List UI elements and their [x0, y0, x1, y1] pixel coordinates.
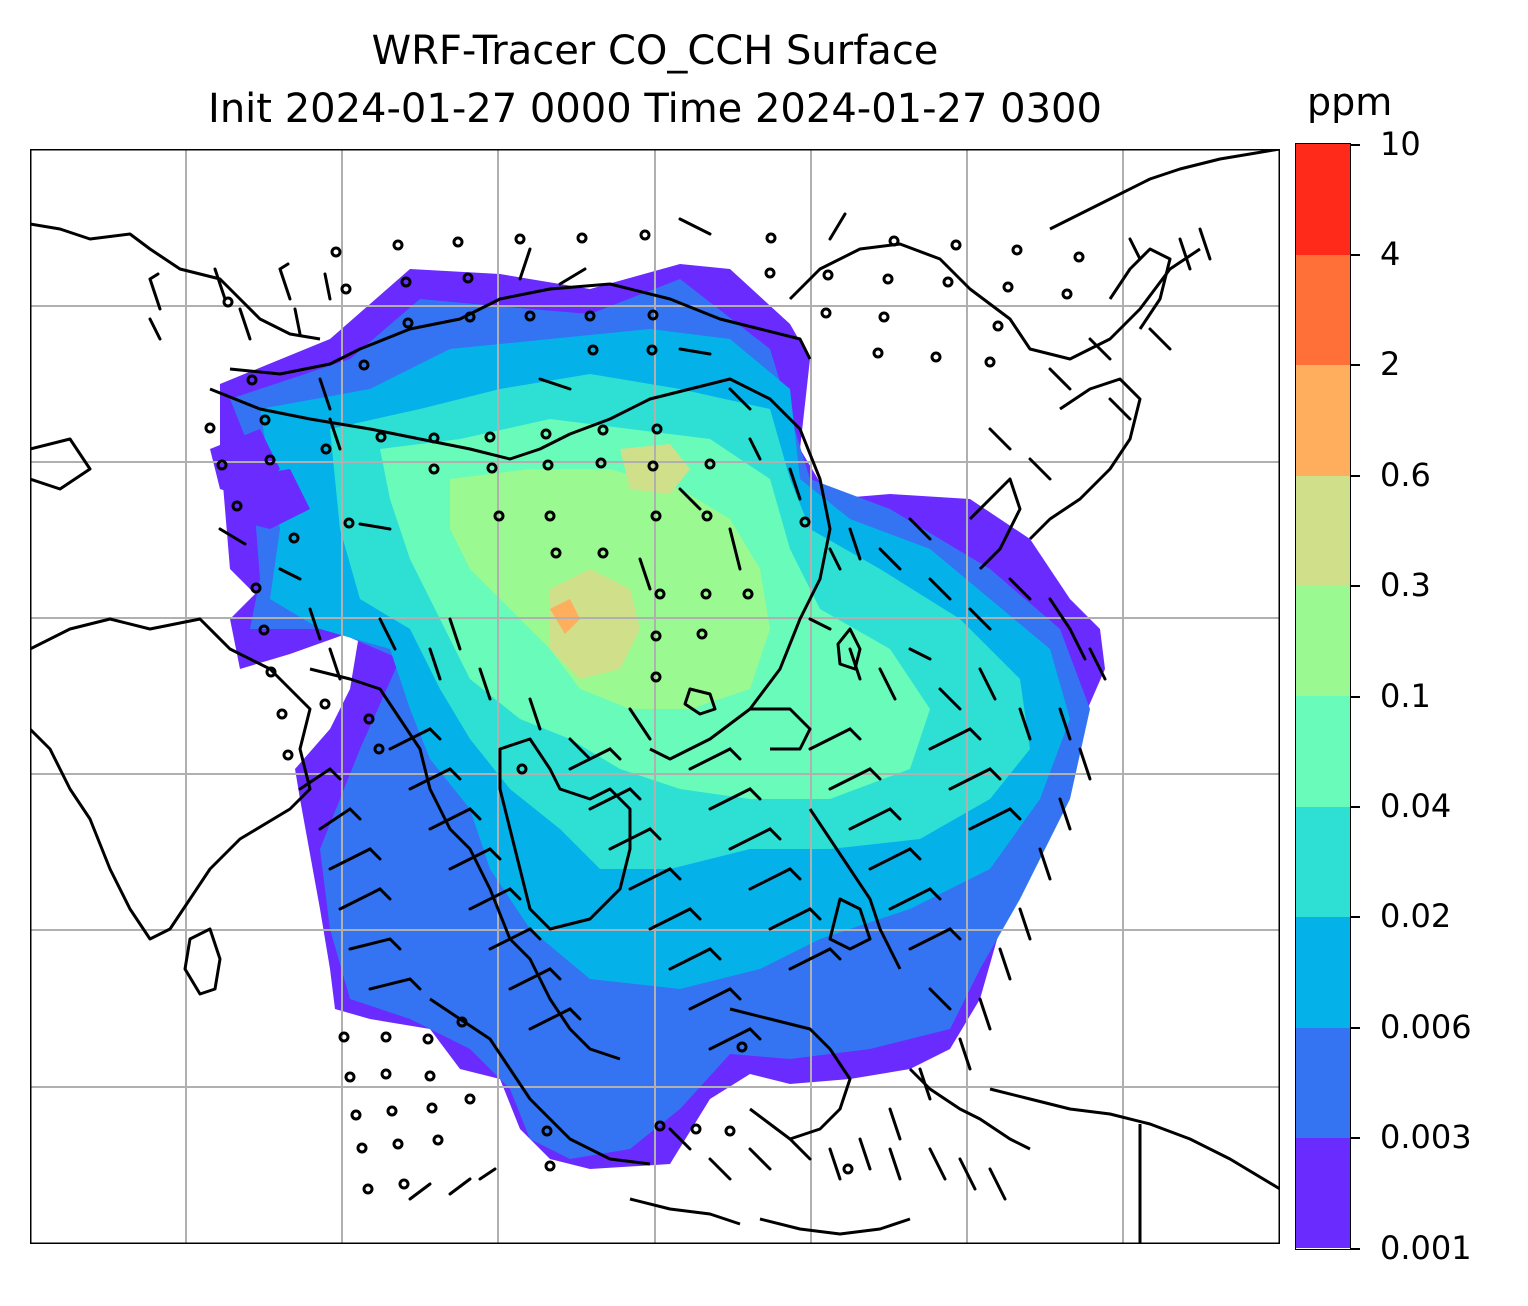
colorbar-segment	[1296, 1137, 1350, 1249]
colorbar-tick	[1351, 916, 1360, 919]
colorbar-tick-label: 0.003	[1380, 1118, 1472, 1157]
colorbar-tick-label: 0.02	[1380, 897, 1452, 936]
colorbar-segment	[1296, 144, 1350, 255]
colorbar-segment	[1296, 1027, 1350, 1139]
colorbar-tick	[1351, 805, 1360, 808]
colorbar-tick	[1351, 253, 1360, 256]
colorbar-segment	[1296, 254, 1350, 366]
colorbar-tick	[1351, 1247, 1360, 1250]
colorbar-tick	[1351, 364, 1360, 367]
colorbar-segment	[1296, 696, 1350, 807]
title-line-1: WRF-Tracer CO_CCH Surface	[371, 28, 939, 74]
colorbar-tick	[1351, 474, 1360, 477]
colorbar-tick-label: 10	[1380, 124, 1421, 163]
map-panel	[30, 149, 1280, 1244]
wind-barbs	[148, 212, 1212, 1201]
colorbar-unit: ppm	[1307, 80, 1393, 124]
map-svg	[30, 149, 1280, 1244]
colorbar-segment	[1296, 585, 1350, 697]
colorbar-tick-label: 0.1	[1380, 676, 1431, 715]
colorbar-tick-label: 4	[1380, 234, 1401, 273]
colorbar-tick-label: 0.6	[1380, 455, 1431, 494]
colorbar-tick	[1351, 1137, 1360, 1140]
colorbar-tick	[1351, 143, 1360, 146]
colorbar-segment	[1296, 364, 1350, 476]
colorbar-tick-label: 2	[1380, 345, 1401, 384]
coastlines	[30, 149, 1280, 1244]
colorbar-segment	[1296, 916, 1350, 1028]
colorbar-tick-label: 0.001	[1380, 1228, 1472, 1267]
colorbar-tick	[1351, 1026, 1360, 1029]
colorbar	[1295, 143, 1351, 1250]
map-frame	[30, 149, 1280, 1244]
colorbar-tick	[1351, 695, 1360, 698]
title-line-2: Init 2024-01-27 0000 Time 2024-01-27 030…	[208, 86, 1102, 132]
colorbar-tick-label: 0.04	[1380, 786, 1452, 825]
colorbar-segment	[1296, 475, 1350, 587]
colorbar-tick	[1351, 585, 1360, 588]
colorbar-segment	[1296, 806, 1350, 918]
colorbar-tick-label: 0.3	[1380, 566, 1431, 605]
colorbar-tick-label: 0.006	[1380, 1007, 1472, 1046]
tracer-field	[210, 264, 1105, 1169]
